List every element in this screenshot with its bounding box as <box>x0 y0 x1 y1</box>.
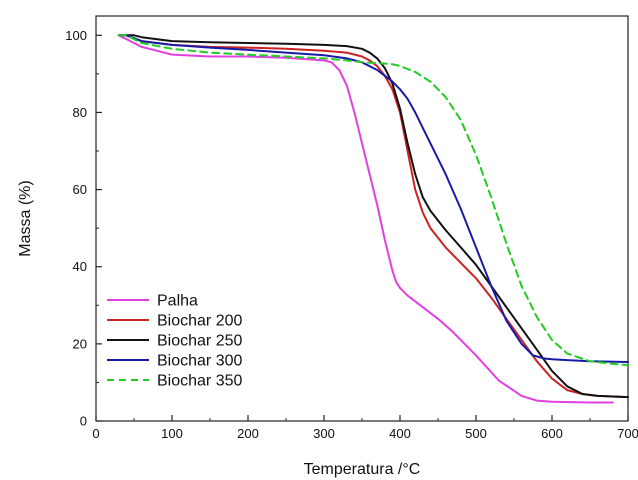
x-tick-label: 700 <box>617 426 638 441</box>
x-tick-label: 500 <box>465 426 487 441</box>
x-tick-label: 400 <box>389 426 411 441</box>
legend-label-biochar-300: Biochar 300 <box>157 353 242 370</box>
y-tick-label: 0 <box>80 414 87 429</box>
x-tick-label: 200 <box>237 426 259 441</box>
x-tick-label: 600 <box>541 426 563 441</box>
y-tick-label: 60 <box>73 182 87 197</box>
legend-label-biochar-250: Biochar 250 <box>157 333 242 350</box>
x-tick-label: 100 <box>161 426 183 441</box>
y-tick-label: 100 <box>65 28 87 43</box>
legend-label-biochar-350: Biochar 350 <box>157 373 242 390</box>
y-axis-label: Massa (%) <box>17 180 34 256</box>
y-tick-label: 20 <box>73 336 87 351</box>
y-tick-label: 80 <box>73 105 87 120</box>
legend-label-palha: Palha <box>157 293 198 310</box>
x-axis-label: Temperatura /°C <box>304 461 421 478</box>
x-tick-label: 0 <box>92 426 99 441</box>
legend-label-biochar-200: Biochar 200 <box>157 313 242 330</box>
y-tick-label: 40 <box>73 259 87 274</box>
x-tick-label: 300 <box>313 426 335 441</box>
